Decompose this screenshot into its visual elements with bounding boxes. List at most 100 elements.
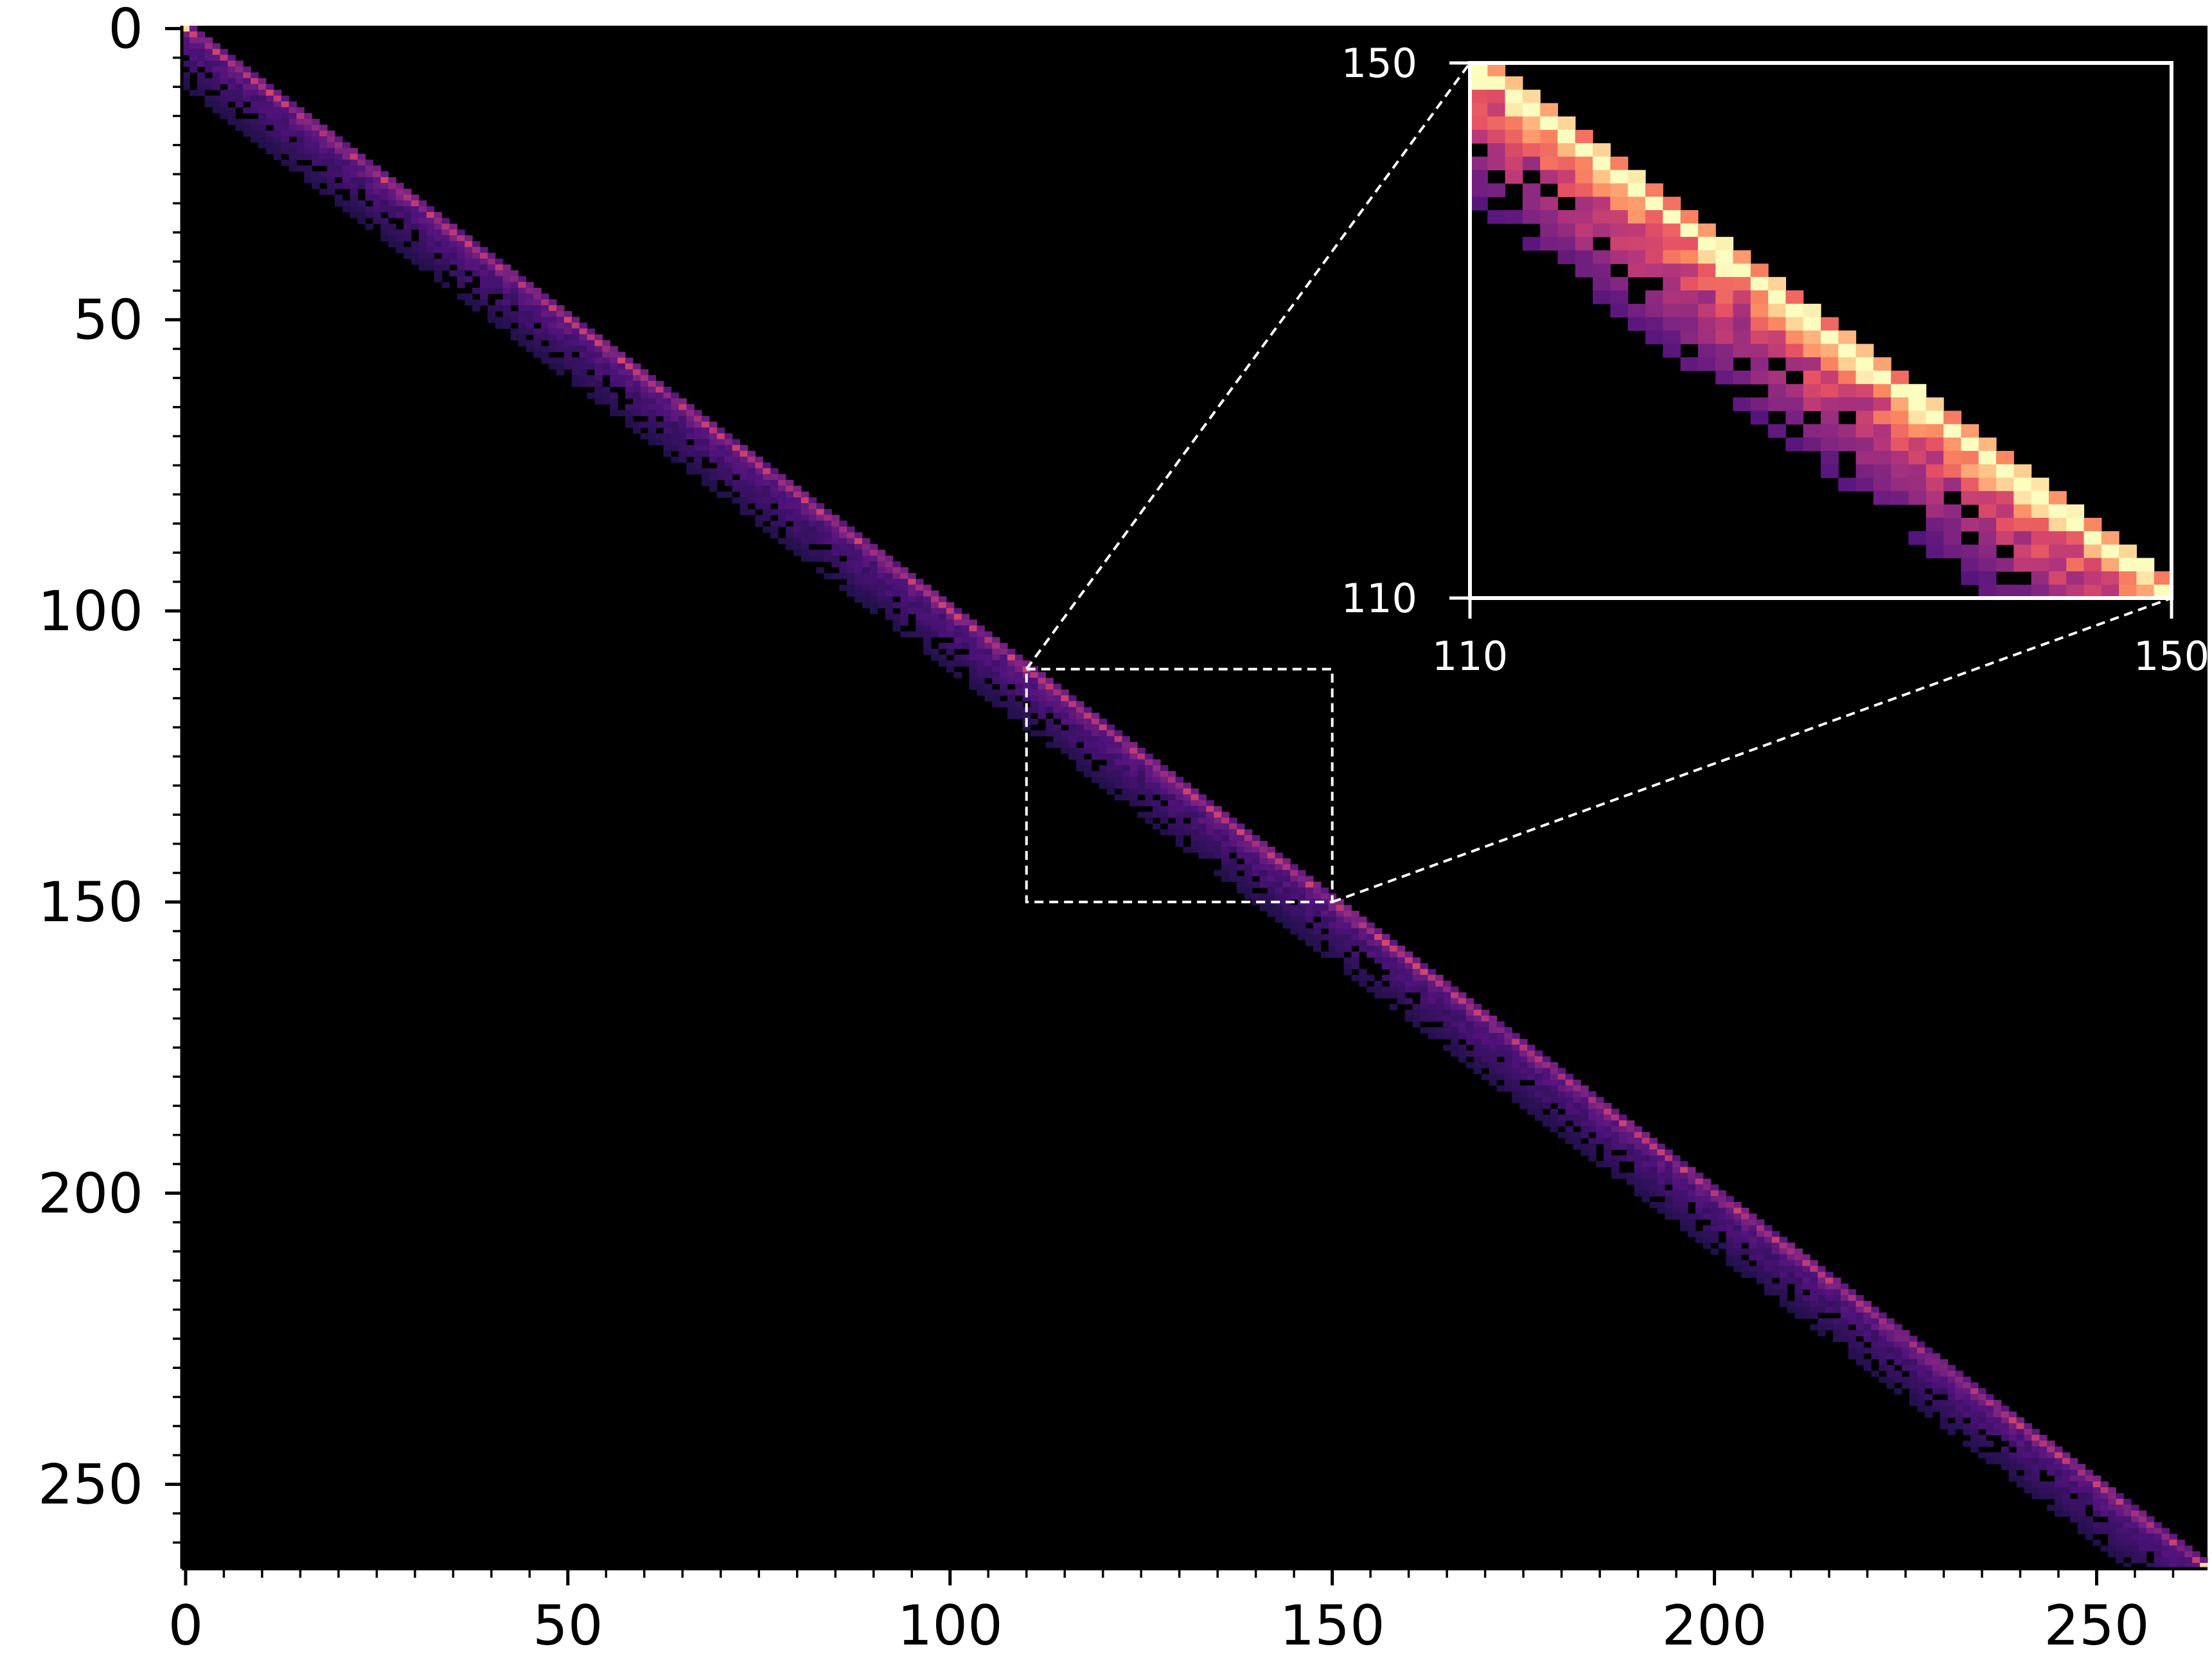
inset-heatmap-cell [1610,183,1629,197]
heatmap-cell [472,258,481,265]
heatmap-cell [1519,1056,1528,1063]
heatmap-cell [296,165,305,172]
heatmap-cell [1129,782,1138,789]
heatmap-cell [1718,1242,1727,1249]
heatmap-cell [1970,1434,1979,1442]
heatmap-cell [1290,881,1298,888]
heatmap-cell [1641,1190,1650,1197]
heatmap-cell [1137,759,1146,766]
heatmap-cell [1083,771,1092,777]
heatmap-cell [1244,870,1253,876]
inset-heatmap-cell [1540,236,1559,251]
inset-heatmap-cell [1627,210,1646,224]
heatmap-cell [1703,1213,1712,1220]
inset-heatmap-cell [2066,518,2085,532]
heatmap-cell [204,78,213,85]
heatmap-cell [434,212,443,218]
y-tick-label: 150 [38,870,143,935]
heatmap-cell [2024,1452,2032,1459]
inset-heatmap-cell [1821,370,1839,385]
heatmap-cell [1871,1370,1879,1377]
heatmap-cell [1435,998,1444,1005]
heatmap-cell [2047,1452,2055,1459]
heatmap-cell [1397,975,1406,982]
heatmap-cell [281,112,290,119]
heatmap-cell [251,101,259,108]
heatmap-cell [1672,1155,1681,1162]
heatmap-cell [755,520,763,527]
heatmap-cell [1527,1062,1535,1069]
heatmap-cell [862,555,871,562]
heatmap-cell [273,107,282,114]
heatmap-cell [847,585,855,591]
heatmap-cell [1932,1370,1941,1377]
inset-heatmap-cell [1487,183,1506,197]
inset-heatmap-cell [1663,210,1681,224]
heatmap-cell [2001,1458,2010,1465]
heatmap-cell [2161,1551,2170,1558]
heatmap-cell [189,66,198,73]
heatmap-cell [1779,1277,1788,1284]
inset-heatmap-cell [1680,223,1699,238]
heatmap-cell [411,206,420,213]
heatmap-cell [1114,771,1123,777]
heatmap-cell [1221,847,1230,853]
heatmap-cell [1412,957,1421,964]
heatmap-cell [2093,1475,2101,1482]
heatmap-cell [1634,1172,1643,1179]
heatmap-cell [1473,1039,1482,1045]
heatmap-cell [953,619,962,626]
heatmap-cell [732,480,741,486]
heatmap-cell [349,159,358,166]
heatmap-cell [556,317,565,323]
heatmap-cell [1840,1324,1849,1330]
heatmap-cell [1741,1248,1749,1255]
heatmap-cell [1695,1208,1704,1214]
heatmap-cell [2039,1463,2048,1470]
inset-heatmap-cell [1821,450,1839,465]
heatmap-cell [663,393,672,399]
heatmap-cell [502,276,511,283]
heatmap-cell [1932,1359,1941,1366]
heatmap-cell [403,252,412,260]
heatmap-cell [1527,1050,1535,1057]
heatmap-cell [1733,1254,1742,1261]
heatmap-cell [1832,1324,1841,1330]
heatmap-cell [1397,980,1406,987]
heatmap-cell [694,445,702,452]
heatmap-cell [1183,782,1192,789]
heatmap-cell [900,590,908,597]
heatmap-cell [296,142,305,148]
heatmap-cell [1542,1062,1551,1069]
inset-heatmap-cell [1522,210,1541,224]
heatmap-cell [1604,1138,1612,1144]
heatmap-cell [1428,969,1436,976]
heatmap-cell [1879,1353,1887,1360]
inset-heatmap-cell [1540,116,1559,130]
inset-heatmap-cell [1610,156,1629,171]
heatmap-cell [2055,1475,2063,1482]
heatmap-cell [1083,741,1092,748]
heatmap-cell [2154,1557,2163,1564]
heatmap-cell [1611,1132,1620,1138]
inset-frame [1468,61,2173,600]
inset-heatmap-cell [1593,290,1611,304]
heatmap-cell [373,218,381,224]
x-tick-label: 50 [533,1594,603,1658]
heatmap-cell [220,66,228,73]
heatmap-cell [1787,1301,1796,1307]
heatmap-cell [1252,858,1261,865]
heatmap-cell [1710,1213,1719,1220]
heatmap-cell [1634,1178,1643,1185]
heatmap-cell [579,322,588,329]
heatmap-cell [518,293,527,300]
heatmap-cell [1787,1242,1796,1249]
inset-heatmap-cell [1821,344,1839,358]
heatmap-cell [1091,712,1100,719]
heatmap-cell [327,148,335,155]
heatmap-cell [778,497,786,504]
heatmap-cell [732,456,741,463]
heatmap-cell [1993,1458,2002,1465]
heatmap-cell [418,206,427,213]
heatmap-cell [770,491,779,498]
